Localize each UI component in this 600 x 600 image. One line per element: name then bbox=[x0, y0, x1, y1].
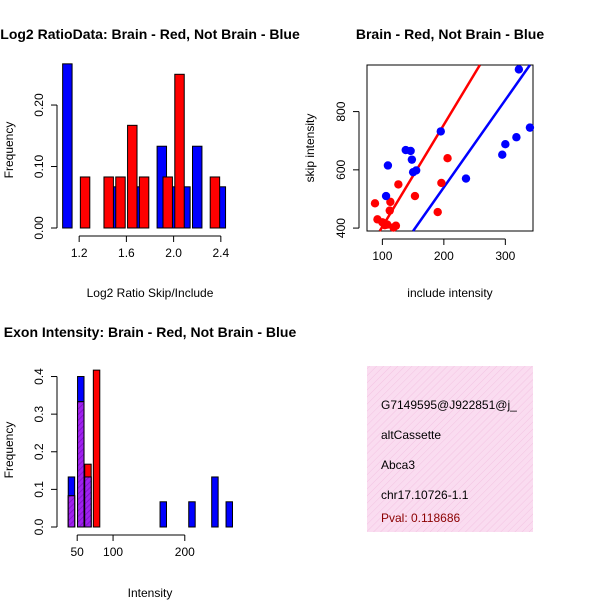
x-tick-label: 2.0 bbox=[165, 246, 182, 260]
intensity-histogram-panel: Exon Intensity: Brain - Red, Not Brain -… bbox=[2, 324, 296, 600]
brain-bar bbox=[127, 124, 138, 229]
scatter-fit-lines bbox=[378, 64, 531, 232]
brain-point bbox=[437, 178, 446, 188]
intensity-hist-x-axis: 50 100 200 bbox=[71, 534, 195, 559]
y-tick-label: 0.10 bbox=[32, 155, 46, 179]
brain-bar bbox=[115, 176, 126, 229]
scatter-ylabel: skip intensity bbox=[303, 114, 317, 183]
y-tick-label: 0.00 bbox=[32, 216, 46, 240]
not-brain-point bbox=[525, 123, 535, 132]
scatter-plot-box bbox=[366, 64, 534, 232]
scatter-points bbox=[370, 65, 535, 232]
y-tick-label: 0.3 bbox=[32, 405, 46, 422]
brain-bar bbox=[174, 73, 185, 229]
x-tick-label: 100 bbox=[103, 545, 123, 559]
intensity-hist-y-axis: 0.0 0.1 0.2 0.3 0.4 bbox=[32, 368, 58, 535]
y-tick-label: 0.0 bbox=[32, 518, 46, 535]
intensity-hist-bars bbox=[67, 369, 233, 528]
not-brain-point bbox=[381, 191, 391, 201]
not-brain-point bbox=[514, 65, 524, 74]
scatter-x-axis: 100 200 300 bbox=[372, 238, 516, 263]
not-brain-bar bbox=[62, 63, 73, 229]
not-brain-bar bbox=[192, 145, 203, 229]
not-brain-point bbox=[411, 166, 421, 175]
brain-bar bbox=[209, 176, 221, 229]
ratio-hist-x-axis: 1.2 1.6 2.0 2.4 bbox=[71, 235, 229, 260]
not-brain-point bbox=[383, 161, 393, 170]
brain-point bbox=[433, 207, 442, 217]
brain-bar bbox=[162, 176, 173, 229]
info-panel-background bbox=[367, 366, 533, 532]
brain-point bbox=[443, 153, 452, 163]
not-brain-point bbox=[498, 150, 507, 159]
brain-point bbox=[394, 180, 403, 189]
y-tick-label: 0.1 bbox=[32, 481, 46, 498]
not-brain-bar bbox=[188, 501, 196, 528]
x-tick-label: 50 bbox=[71, 545, 85, 559]
not-brain-bar bbox=[225, 501, 233, 528]
brain-point bbox=[386, 197, 395, 207]
ratio-hist-title: Log2 RatioData: Brain - Red, Not Brain -… bbox=[0, 26, 300, 42]
ratio-hist-ylabel: Frequency bbox=[2, 122, 16, 179]
intensity-hist-ylabel: Frequency bbox=[2, 422, 16, 479]
x-tick-label: 1.2 bbox=[71, 246, 88, 260]
x-tick-label: 300 bbox=[495, 249, 515, 263]
x-tick-label: 200 bbox=[434, 249, 454, 263]
overlap-bar bbox=[67, 495, 76, 528]
not-brain-point bbox=[406, 146, 415, 156]
ratio-hist-y-axis: 0.00 0.10 0.20 bbox=[32, 93, 58, 240]
info-event-type: altCassette bbox=[381, 428, 441, 442]
brain-bar bbox=[79, 176, 91, 229]
intensity-hist-xlabel: Intensity bbox=[128, 586, 173, 600]
y-tick-label: 600 bbox=[334, 160, 348, 180]
intensity-hist-title: Exon Intensity: Brain - Red, Not Brain -… bbox=[4, 324, 297, 340]
not-brain-bar bbox=[159, 501, 167, 528]
info-location: chr17.10726-1.1 bbox=[381, 488, 469, 502]
brain-bar bbox=[92, 369, 101, 528]
brain-point bbox=[385, 206, 394, 215]
info-gene: Abca3 bbox=[381, 458, 415, 472]
brain-point bbox=[391, 221, 401, 230]
scatter-panel: Brain - Red, Not Brain - Blue 100 200 300 … bbox=[303, 26, 544, 300]
ratio-hist-xlabel: Log2 Ratio Skip/Include bbox=[87, 286, 214, 300]
brain-bar bbox=[138, 176, 150, 229]
y-tick-label: 0.2 bbox=[32, 443, 46, 460]
not-brain-point bbox=[436, 127, 445, 136]
x-tick-label: 200 bbox=[175, 545, 195, 559]
ratio-hist-bars bbox=[62, 63, 227, 229]
scatter-title: Brain - Red, Not Brain - Blue bbox=[356, 26, 544, 42]
ratio-histogram-panel: Log2 RatioData: Brain - Red, Not Brain -… bbox=[0, 26, 300, 300]
overlap-bar bbox=[77, 401, 85, 528]
not-brain-point bbox=[501, 140, 510, 149]
not-brain-fit-line bbox=[412, 64, 531, 232]
info-panel: G7149595@J922851@j_ altCassette Abca3 ch… bbox=[367, 366, 533, 532]
not-brain-bar bbox=[211, 476, 219, 528]
y-tick-label: 0.4 bbox=[32, 368, 46, 385]
brain-point bbox=[370, 199, 380, 208]
y-tick-label: 0.20 bbox=[32, 93, 46, 117]
info-probe-id: G7149595@J922851@j_ bbox=[381, 398, 517, 412]
x-tick-label: 1.6 bbox=[118, 246, 135, 260]
scatter-y-axis: 400 600 800 bbox=[334, 101, 360, 238]
y-tick-label: 400 bbox=[334, 218, 348, 238]
x-tick-label: 2.4 bbox=[212, 246, 229, 260]
brain-point bbox=[410, 191, 420, 201]
brain-fit-line bbox=[378, 64, 481, 232]
not-brain-point bbox=[461, 174, 471, 183]
not-brain-point bbox=[512, 133, 521, 142]
y-tick-label: 800 bbox=[334, 101, 348, 121]
not-brain-point bbox=[407, 155, 417, 164]
info-pval: Pval: 0.118686 bbox=[381, 511, 460, 525]
overlap-bar bbox=[84, 476, 92, 528]
brain-bar bbox=[103, 176, 114, 229]
x-tick-label: 100 bbox=[372, 249, 392, 263]
scatter-xlabel: include intensity bbox=[407, 286, 492, 300]
